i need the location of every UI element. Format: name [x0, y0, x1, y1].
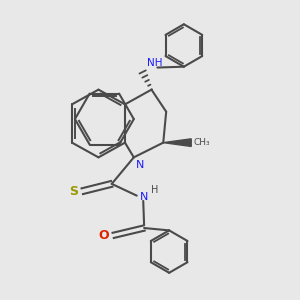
Text: NH: NH [147, 58, 163, 68]
Text: CH₃: CH₃ [194, 137, 210, 146]
Text: H: H [151, 185, 158, 195]
Text: N: N [140, 192, 148, 202]
Polygon shape [163, 139, 191, 146]
Text: O: O [98, 229, 109, 242]
Text: N: N [136, 160, 145, 170]
Text: S: S [69, 185, 78, 198]
